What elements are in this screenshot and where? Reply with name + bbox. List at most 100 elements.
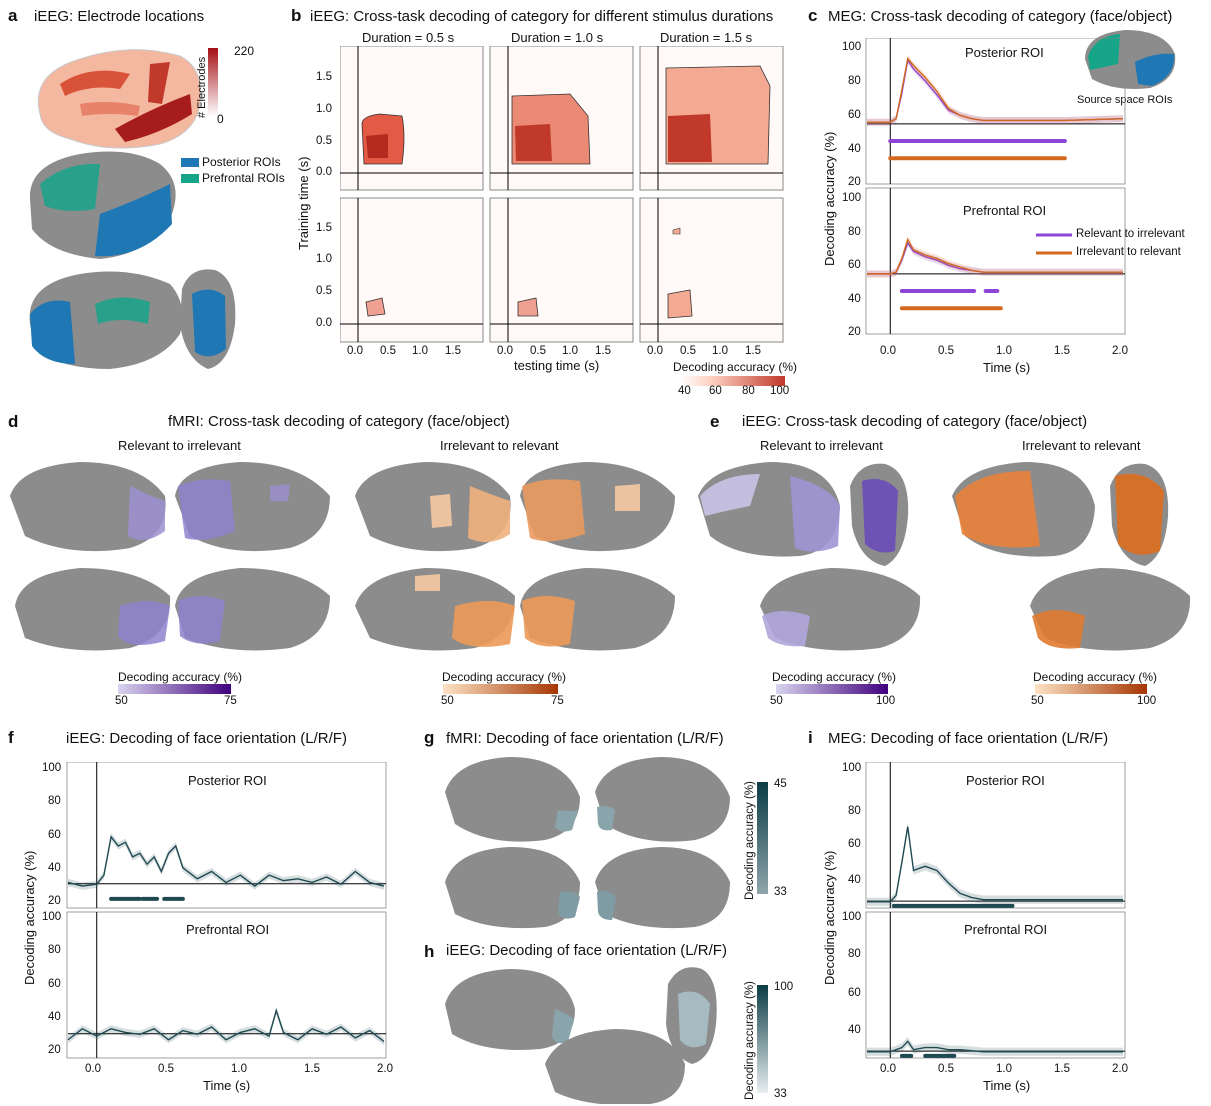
panel-label-e: e — [710, 412, 720, 431]
d-cbar-left-label: Decoding accuracy (%) — [118, 670, 243, 684]
b-xtick-3-0.5: 0.5 — [680, 345, 696, 357]
d-brain-medial-right-rel — [175, 568, 330, 651]
plot-frame — [66, 911, 387, 1059]
b-xtick-2-1.5: 1.5 — [595, 345, 611, 357]
f-ytick-20-top: 20 — [48, 895, 61, 907]
panel-title-f: iEEG: Decoding of face orientation (L/R/… — [66, 730, 347, 747]
plot-frame — [865, 38, 1126, 185]
i-xtick-1.5: 1.5 — [1054, 1063, 1070, 1075]
c-xtick-0.5: 0.5 — [938, 345, 954, 357]
b-colorbar — [680, 376, 785, 386]
series-ci-band — [867, 56, 1123, 126]
g-brain-lateral-right — [595, 757, 730, 842]
d-cbar-right-min: 50 — [441, 695, 454, 707]
f-xtick-1.5: 1.5 — [304, 1063, 320, 1075]
source-roi-brain-inset — [1085, 30, 1176, 89]
series-ci-band — [867, 822, 1123, 906]
tgm-1.0-bottom — [489, 197, 634, 343]
electrode-cbar-label: # Electrodes — [196, 56, 208, 118]
i-ytick-40-top: 40 — [848, 874, 861, 886]
h-brain-medial — [545, 1029, 685, 1104]
h-cbar-min: 33 — [774, 1088, 787, 1100]
panel-c-legend-lines — [1036, 233, 1072, 255]
d-brain-medial-right-irr — [520, 568, 675, 651]
i-ytick-60-top: 60 — [848, 838, 861, 850]
i-ytick-100-bot: 100 — [842, 911, 862, 923]
d-cbar-right-max: 75 — [551, 695, 564, 707]
c-ytick-80-top: 80 — [848, 75, 861, 87]
plot-frame — [865, 187, 1126, 335]
panel-f-ylabel: Decoding accuracy (%) — [22, 850, 37, 985]
e-colorbar-orange — [1035, 684, 1147, 694]
panel-title-d: fMRI: Cross-task decoding of category (f… — [168, 413, 510, 430]
series-ci-band — [68, 1006, 384, 1046]
h-cbar-max: 100 — [774, 981, 794, 993]
series-ci-band — [867, 55, 1123, 126]
panel-i-ylabel: Decoding accuracy (%) — [822, 850, 837, 985]
i-ytick-80-bot: 80 — [848, 948, 861, 960]
d-colorbar-orange — [443, 684, 558, 694]
f-ytick-100-top: 100 — [42, 762, 62, 774]
e-colorbar-purple — [776, 684, 888, 694]
series-ci-band — [867, 1037, 1123, 1056]
temporal-generalization-matrices — [340, 46, 784, 343]
tgm-1.5-top — [639, 46, 784, 191]
legend-relevant-to-irrelevant: Relevant to irrelevant — [1076, 228, 1185, 240]
roi-medial-brain — [29, 271, 183, 369]
f-ytick-20-bot: 20 — [48, 1044, 61, 1056]
b-xtick-3-0.0: 0.0 — [647, 345, 663, 357]
c-xtick-1.5: 1.5 — [1054, 345, 1070, 357]
d-brain-lateral-right-rel — [175, 462, 330, 552]
g-brain-lateral-left — [445, 757, 580, 842]
f-ytick-60-top: 60 — [48, 829, 61, 841]
panel-i-roi-top: Posterior ROI — [966, 773, 1045, 788]
h-colorbar — [757, 985, 768, 1093]
series-line — [867, 826, 1123, 903]
f-ytick-40-top: 40 — [48, 862, 61, 874]
legend-prefrontal-rois: Prefrontal ROIs — [202, 171, 285, 185]
panel-label-c: c — [808, 6, 818, 25]
electrode-brain-renders — [29, 48, 236, 369]
d-brain-lateral-left-rel — [10, 462, 166, 552]
duration-label-0.5: Duration = 0.5 s — [362, 30, 455, 45]
b-xtick-2-0.5: 0.5 — [530, 345, 546, 357]
electrode-colorbar — [208, 48, 218, 116]
g-brain-medial-right — [595, 847, 730, 929]
panel-f-roi-bottom: Prefrontal ROI — [186, 922, 270, 937]
tgm-0.5-top — [340, 46, 484, 191]
tgm-1.0-top — [489, 46, 634, 191]
f-ytick-80-bot: 80 — [48, 944, 61, 956]
panel-f-xlabel: Time (s) — [203, 1078, 251, 1093]
panel-label-d: d — [8, 412, 19, 431]
d-brain-medial-left-irr — [355, 568, 515, 651]
f-xtick-0.5: 0.5 — [158, 1063, 174, 1075]
panel-title-h: iEEG: Decoding of face orientation (L/R/… — [446, 942, 727, 959]
chart-meg-orientation — [865, 762, 1126, 1059]
c-xtick-2.0: 2.0 — [1112, 345, 1128, 357]
b-ytick-top-1.0: 1.0 — [316, 103, 332, 115]
c-ytick-20-top: 20 — [848, 176, 861, 188]
b-xtick-1-0.5: 0.5 — [380, 345, 396, 357]
legend-posterior-rois: Posterior ROIs — [202, 155, 281, 169]
panel-b-xlabel: testing time (s) — [514, 358, 600, 373]
e-cbar-left-min: 50 — [770, 695, 783, 707]
electrode-cbar-min: 0 — [217, 112, 224, 126]
roi-ventral-brain — [180, 269, 236, 369]
f-ytick-60-bot: 60 — [48, 978, 61, 990]
b-xtick-2-1.0: 1.0 — [562, 345, 578, 357]
f-ytick-100-bot: 100 — [42, 911, 62, 923]
panel-title-c: MEG: Cross-task decoding of category (fa… — [828, 8, 1173, 25]
f-xtick-1.0: 1.0 — [231, 1063, 247, 1075]
panel-label-b: b — [291, 6, 302, 25]
b-ytick-top-0.5: 0.5 — [316, 135, 332, 147]
panel-f-roi-top: Posterior ROI — [188, 773, 267, 788]
plot-frame — [66, 762, 387, 909]
e-brain-lateral-rel — [698, 462, 840, 557]
e-brain-lateral-irr — [952, 462, 1095, 557]
d-sub-left: Relevant to irrelevant — [118, 438, 241, 453]
f-xtick-2.0: 2.0 — [377, 1063, 393, 1075]
panel-title-i: MEG: Decoding of face orientation (L/R/F… — [828, 730, 1109, 747]
series-line — [67, 1008, 385, 1043]
b-cbar-tick-60: 60 — [709, 385, 722, 397]
e-cbar-right-max: 100 — [1137, 695, 1157, 707]
